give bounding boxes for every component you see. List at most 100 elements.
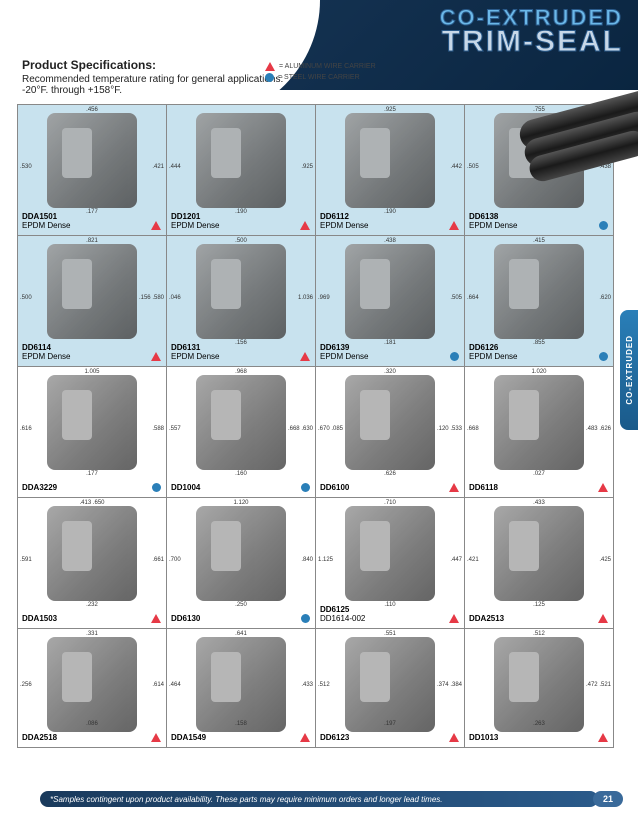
dimension-right: .661 [152, 557, 164, 563]
product-cell: .331 .256 .614 .086 DDA2518 [17, 628, 167, 748]
dimension-left: .616 [20, 426, 32, 432]
profile-drawing [196, 637, 286, 732]
product-cell: .415.664.620.855DD6126EPDM Dense [464, 235, 614, 367]
dimension-bottom: .263 [533, 721, 545, 727]
circle-marker-icon [152, 483, 161, 492]
circle-marker-icon [301, 614, 310, 623]
dimension-left: .256 [20, 682, 32, 688]
dimension-right: 1.036 [298, 295, 313, 301]
dimension-bottom: .626 [384, 471, 396, 477]
side-tab: CO-EXTRUDED [620, 310, 638, 430]
dimension-top: .968 [235, 369, 247, 375]
product-code: DDA2518 [22, 734, 57, 743]
dimension-top: .641 [235, 631, 247, 637]
product-code: DD6123 [320, 734, 349, 743]
profile-drawing [196, 375, 286, 470]
product-code: DD6126EPDM Dense [469, 344, 517, 362]
triangle-marker-icon [151, 614, 161, 623]
product-code: DD6125DD1614-002 [320, 606, 365, 624]
profile-drawing [345, 113, 435, 208]
dimension-top: 1.020 [531, 369, 546, 375]
circle-marker-icon [599, 221, 608, 230]
dimension-bottom: .160 [235, 471, 247, 477]
dimension-left: .046 [169, 295, 181, 301]
dimension-top: .456 [86, 107, 98, 113]
dimension-left: .464 [169, 682, 181, 688]
footer-bar: *Samples contingent upon product availab… [40, 791, 598, 807]
dimension-right: .472 .521 [586, 682, 611, 688]
dimension-top: .821 [86, 238, 98, 244]
page-number: 21 [593, 791, 623, 807]
dimension-right: .668 .630 [288, 426, 313, 432]
dimension-left: .421 [467, 557, 479, 563]
page-title: CO-EXTRUDED TRIM-SEAL [440, 5, 623, 59]
dimension-left: .500 [20, 295, 32, 301]
profile-drawing [494, 637, 584, 732]
dimension-right: .588 [152, 426, 164, 432]
product-code: DD6139EPDM Dense [320, 344, 368, 362]
triangle-marker-icon [151, 221, 161, 230]
dimension-left: .700 [169, 557, 181, 563]
profile-drawing [494, 506, 584, 601]
dimension-right: .925 [301, 164, 313, 170]
dimension-bottom: .190 [235, 209, 247, 215]
dimension-right: .840 [301, 557, 313, 563]
product-code: DD1004 [171, 484, 200, 493]
product-cell: .438.969.505.181DD6139EPDM Dense [315, 235, 465, 367]
profile-drawing [196, 244, 286, 339]
dimension-top: .415 [533, 238, 545, 244]
profile-drawing [345, 506, 435, 601]
product-cell: .512.472 .521.263DD1013 [464, 628, 614, 748]
profile-drawing [494, 244, 584, 339]
profile-drawing [47, 637, 137, 732]
product-cell: 1.020.668.483 .626.027DD6118 [464, 366, 614, 498]
side-tab-label: CO-EXTRUDED [625, 335, 634, 405]
product-code: DDA1501EPDM Dense [22, 213, 70, 231]
dimension-top: .512 [533, 631, 545, 637]
profile-drawing [345, 375, 435, 470]
dimension-bottom: .086 [86, 721, 98, 727]
dimension-top: .925 [384, 107, 396, 113]
dimension-top: .551 [384, 631, 396, 637]
dimension-left: .969 [318, 295, 330, 301]
spec-heading: Product Specifications: [22, 58, 302, 72]
product-code: DDA1549 [171, 734, 206, 743]
dimension-left: 1.125 [318, 557, 333, 563]
dimension-left: .512 [318, 682, 330, 688]
product-code: DD6118 [469, 484, 498, 493]
dimension-bottom: .156 [235, 340, 247, 346]
dimension-right: .156 .580 [139, 295, 164, 301]
grid-row: .821.500.156 .580DD6114EPDM Dense.500.04… [18, 236, 620, 367]
dimension-right: .433 [301, 682, 313, 688]
product-cell: .551.512.374 .384.197DD6123 [315, 628, 465, 748]
dimension-right: .421 [152, 164, 164, 170]
triangle-marker-icon [151, 352, 161, 361]
dimension-top: .331 [86, 631, 98, 637]
dimension-bottom: .197 [384, 721, 396, 727]
dimension-left: .530 [20, 164, 32, 170]
dimension-bottom: .110 [384, 602, 395, 608]
product-grid: .456.530.421.177DDA1501EPDM Dense.444.92… [18, 105, 620, 748]
footer-text: *Samples contingent upon product availab… [50, 795, 443, 804]
dimension-top: 1.005 [84, 369, 99, 375]
dimension-right: .620 [599, 295, 611, 301]
product-cell: .433.421.425.125DDA2513 [464, 497, 614, 629]
product-cell: .641.464.433.158DDA1549 [166, 628, 316, 748]
grid-row: .413 .650.591.661.232DDA15031.120.700.84… [18, 498, 620, 629]
dimension-top: 1.120 [233, 500, 248, 506]
dimension-right: .447 [450, 557, 462, 563]
dimension-bottom: .177 [86, 471, 98, 477]
product-code: DDA3229 [22, 484, 57, 493]
profile-drawing [47, 244, 137, 339]
triangle-marker-icon [300, 733, 310, 742]
dimension-bottom: .190 [384, 209, 396, 215]
dimension-top: .438 [384, 238, 396, 244]
title-line-2: TRIM-SEAL [440, 25, 623, 59]
legend-aluminum-label: = ALUMINUM WIRE CARRIER [279, 63, 376, 70]
dimension-right: .614 [152, 682, 164, 688]
dimension-left: .557 [169, 426, 181, 432]
product-code: DD6100 [320, 484, 349, 493]
product-cell: .320.670 .085.120 .533.626DD6100 [315, 366, 465, 498]
dimension-bottom: .250 [235, 602, 247, 608]
dimension-right: .505 [450, 295, 462, 301]
